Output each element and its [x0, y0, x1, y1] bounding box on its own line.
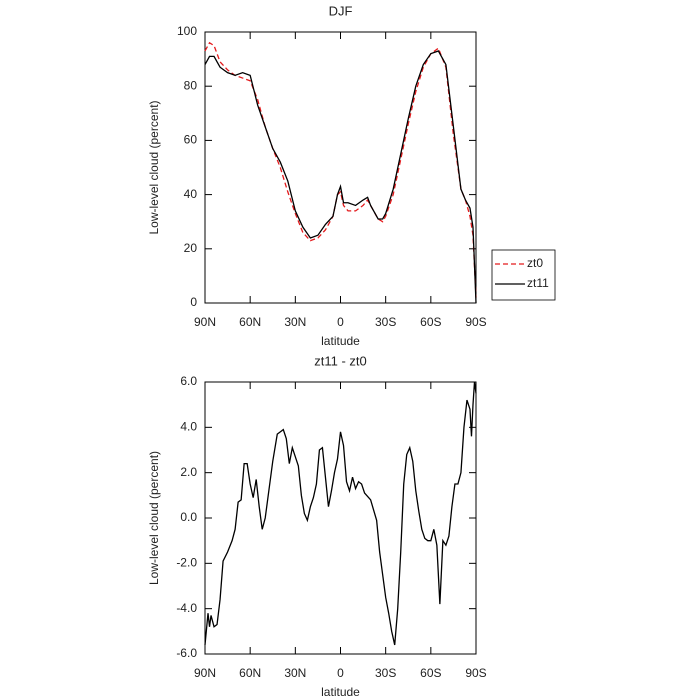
y-tick-label: 2.0	[180, 465, 197, 479]
y-tick-label: 0.0	[180, 510, 197, 524]
y-tick-label: 6.0	[180, 374, 197, 388]
x-tick-label: 60N	[239, 666, 261, 680]
plot-frame	[204, 381, 477, 655]
data-line	[204, 41, 477, 298]
y-tick-label: 60	[184, 133, 198, 147]
x-tick-label: 30S	[375, 315, 396, 329]
legend-label: zt11	[527, 276, 549, 290]
data-line	[204, 50, 477, 304]
chart-title: DJF	[329, 3, 353, 18]
x-tick-label: 90N	[194, 666, 216, 680]
x-tick-label: 30S	[375, 666, 396, 680]
x-tick-label: 90S	[465, 315, 486, 329]
y-tick-label: 4.0	[180, 420, 197, 434]
legend-box	[491, 249, 556, 301]
y-tick-label: 0	[190, 295, 197, 309]
y-tick-label: -2.0	[176, 556, 197, 570]
y-tick-label: 80	[184, 78, 198, 92]
y-tick-label: 100	[177, 24, 197, 38]
x-tick-label: 0	[337, 666, 344, 680]
y-tick-label: -4.0	[176, 601, 197, 615]
data-line	[204, 381, 477, 646]
x-tick-label: 60S	[420, 666, 441, 680]
x-tick-label: 90S	[465, 666, 486, 680]
y-axis-label: Low-level cloud (percent)	[147, 451, 161, 585]
x-tick-label: 90N	[194, 315, 216, 329]
x-tick-label: 0	[337, 315, 344, 329]
y-axis-label: Low-level cloud (percent)	[147, 100, 161, 234]
y-tick-label: 20	[184, 241, 198, 255]
plot-frame	[204, 31, 477, 304]
y-tick-label: 40	[184, 187, 198, 201]
x-tick-label: 60N	[239, 315, 261, 329]
y-tick-label: -6.0	[176, 646, 197, 660]
legend-label: zt0	[527, 256, 543, 270]
x-tick-label: 30N	[284, 315, 306, 329]
x-tick-label: 30N	[284, 666, 306, 680]
x-tick-label: 60S	[420, 315, 441, 329]
chart-title: zt11 - zt0	[314, 353, 367, 368]
x-axis-label: latitude	[321, 334, 360, 348]
x-axis-label: latitude	[321, 685, 360, 699]
